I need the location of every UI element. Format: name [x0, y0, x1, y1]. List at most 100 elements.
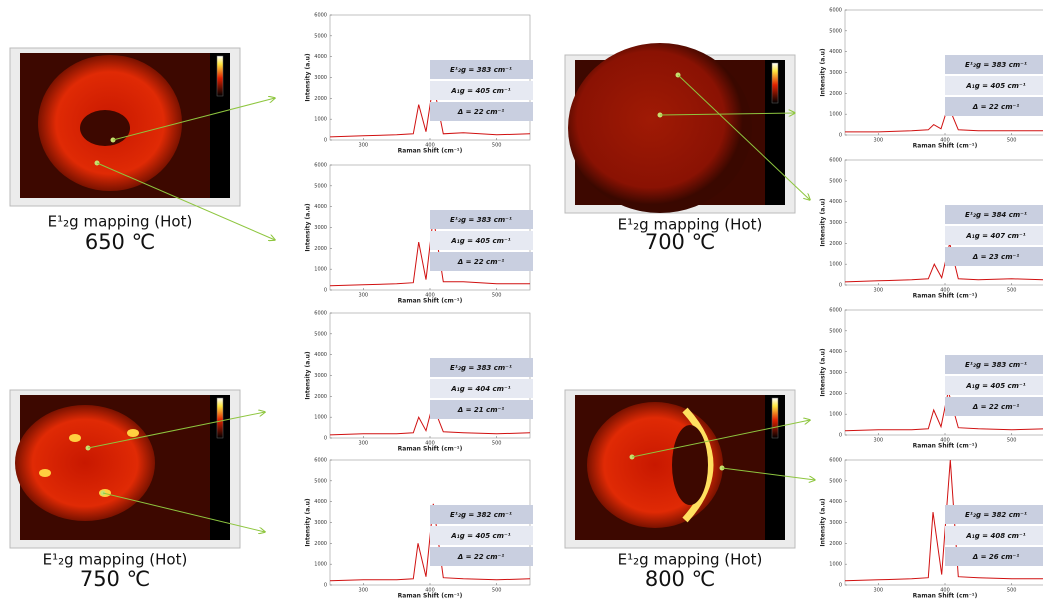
annotation: A₁g = 407 cm⁻¹: [965, 232, 1026, 240]
arrow: [96, 162, 275, 240]
y-tick-label: 0: [839, 133, 842, 139]
spectrum-line: [329, 217, 530, 287]
map-caption: E¹₂g mapping (Hot): [618, 216, 763, 234]
x-tick-label: 300: [874, 588, 884, 594]
y-tick-label: 2000: [314, 96, 327, 102]
y-tick-label: 4000: [829, 199, 842, 205]
annotation-box: [430, 81, 533, 100]
annotation: E¹₂g = 382 cm⁻¹: [450, 511, 512, 519]
arrow: [677, 74, 810, 200]
annotation-box: [945, 97, 1043, 116]
annotation: Δ = 22 cm⁻¹: [972, 403, 1020, 411]
y-tick-label: 6000: [314, 311, 327, 317]
annotation-box: [945, 76, 1043, 95]
y-tick-label: 1000: [314, 117, 327, 123]
spectrum-line: [329, 83, 531, 138]
annotation-box: [430, 358, 533, 377]
arrow: [631, 420, 810, 458]
y-tick-label: 4000: [314, 204, 327, 210]
y-tick-label: 6000: [314, 458, 327, 464]
annotation-box: [945, 226, 1043, 245]
y-tick-label: 1000: [314, 562, 327, 568]
annotation-box: [945, 526, 1043, 545]
y-axis-label: Intensity (a.u): [820, 198, 827, 247]
y-tick-label: 2000: [829, 541, 842, 547]
x-tick-label: 400: [425, 143, 435, 149]
colorbar: [771, 62, 779, 104]
map-hole: [80, 110, 130, 146]
map-side: [210, 395, 230, 540]
y-tick-label: 0: [324, 583, 327, 589]
x-tick-label: 500: [1007, 438, 1017, 444]
map-spot: [127, 429, 139, 437]
annotation-box: [945, 55, 1043, 74]
annotation-box: [430, 505, 533, 524]
map-temperature: 700 ℃: [645, 230, 715, 254]
x-tick-label: 400: [425, 588, 435, 594]
map-spot: [39, 469, 51, 477]
y-tick-label: 1000: [829, 262, 842, 268]
x-tick-label: 300: [874, 438, 884, 444]
y-tick-label: 6000: [829, 458, 842, 464]
y-axis-label: Intensity (a.u): [305, 351, 312, 400]
spectrum-line: [844, 243, 1043, 283]
annotation-box: [430, 210, 533, 229]
annotation: E¹₂g = 384 cm⁻¹: [965, 211, 1027, 219]
x-tick-label: 500: [1007, 588, 1017, 594]
y-tick-label: 5000: [829, 328, 842, 334]
y-axis-label: Intensity (a.u): [305, 53, 312, 102]
y-tick-label: 5000: [829, 178, 842, 184]
y-tick-label: 0: [839, 433, 842, 439]
y-axis-label: Intensity (a.u): [820, 498, 827, 547]
x-axis-label: Raman Shift (cm⁻¹): [398, 593, 463, 600]
annotation: Δ = 22 cm⁻¹: [457, 258, 505, 266]
y-tick-label: 4000: [314, 54, 327, 60]
annotation: A₁g = 405 cm⁻¹: [450, 237, 511, 245]
y-tick-label: 5000: [314, 331, 327, 337]
spectrum-line: [844, 391, 1043, 432]
map-flake: [15, 405, 155, 521]
map-temperature: 750 ℃: [80, 567, 150, 591]
y-tick-label: 6000: [829, 158, 842, 164]
annotation-box: [945, 505, 1043, 524]
map-side: [765, 60, 785, 205]
annotation: A₁g = 408 cm⁻¹: [965, 532, 1026, 540]
y-tick-label: 0: [324, 288, 327, 294]
annotation-box: [430, 547, 533, 566]
y-tick-label: 5000: [314, 33, 327, 39]
y-tick-label: 3000: [314, 520, 327, 526]
annotation: E¹₂g = 382 cm⁻¹: [965, 511, 1027, 519]
y-tick-label: 0: [324, 138, 327, 144]
x-tick-label: 300: [359, 441, 369, 447]
colorbar: [216, 55, 224, 97]
annotation: A₁g = 405 cm⁻¹: [450, 532, 511, 540]
annotation: A₁g = 405 cm⁻¹: [965, 82, 1026, 90]
map-caption: E¹₂g mapping (Hot): [618, 551, 763, 569]
y-tick-label: 3000: [829, 220, 842, 226]
x-tick-label: 500: [492, 293, 502, 299]
x-axis-label: Raman Shift (cm⁻¹): [398, 298, 463, 305]
map-hole: [672, 425, 708, 505]
map-side: [765, 395, 785, 540]
y-tick-label: 0: [839, 283, 842, 289]
colorbar: [771, 397, 779, 439]
x-tick-label: 300: [359, 143, 369, 149]
y-tick-label: 3000: [314, 75, 327, 81]
annotation: E¹₂g = 383 cm⁻¹: [450, 66, 512, 74]
y-tick-label: 1000: [829, 412, 842, 418]
annotation: Δ = 21 cm⁻¹: [457, 406, 505, 414]
map-caption: E¹₂g mapping (Hot): [43, 551, 188, 569]
x-axis-label: Raman Shift (cm⁻¹): [398, 446, 463, 453]
x-axis-label: Raman Shift (cm⁻¹): [913, 593, 978, 600]
annotation-box: [945, 205, 1043, 224]
map-temperature: 650 ℃: [85, 230, 155, 254]
map-spot: [69, 434, 81, 442]
y-tick-label: 1000: [314, 267, 327, 273]
y-tick-label: 3000: [829, 520, 842, 526]
x-tick-label: 400: [425, 441, 435, 447]
y-tick-label: 4000: [314, 352, 327, 358]
y-axis-label: Intensity (a.u): [820, 348, 827, 397]
annotation: Δ = 22 cm⁻¹: [972, 103, 1020, 111]
y-tick-label: 5000: [314, 183, 327, 189]
y-tick-label: 2000: [829, 241, 842, 247]
